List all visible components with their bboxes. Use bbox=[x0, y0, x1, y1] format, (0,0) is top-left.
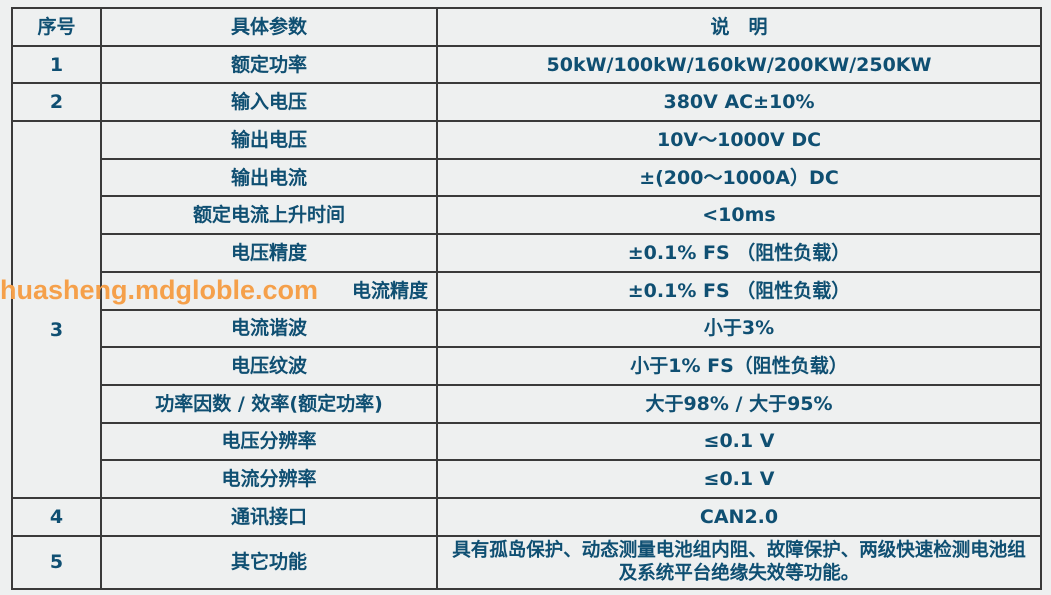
watermark: huasheng.mdgloble.com bbox=[0, 275, 319, 305]
row-no: 1 bbox=[11, 44, 102, 85]
row-desc: ±(200～1000A）DC bbox=[436, 157, 1042, 198]
table-row: 电流精度 ±0.1% FS （阻性负载） bbox=[12, 270, 1042, 311]
row-param: 电压精度 bbox=[100, 233, 438, 273]
row-no: 4 bbox=[11, 496, 102, 537]
table-row: 电流谐波 小于3% bbox=[12, 308, 1042, 349]
table-row: 1 额定功率 50kW/100kW/160kW/200KW/250KW bbox=[11, 44, 1042, 85]
row-desc: 10V～1000V DC bbox=[436, 120, 1042, 160]
row-param: 输出电流 bbox=[100, 157, 438, 198]
row-param: 输入电压 bbox=[100, 82, 438, 123]
table-row: 3 输出电压 10V～1000V DC bbox=[11, 120, 1042, 499]
row-no: 2 bbox=[11, 82, 102, 123]
row-desc: 380V AC±10% bbox=[436, 82, 1042, 123]
table-row: 额定电流上升时间 <10ms bbox=[12, 195, 1042, 236]
row-param: 电流谐波 bbox=[100, 308, 438, 349]
table-row: 5 其它功能 具有孤岛保护、动态测量电池组内阻、故障保护、两级快速检测电池组及系… bbox=[11, 534, 1042, 590]
table-row: 输出电流 ±(200～1000A）DC bbox=[12, 157, 1042, 198]
table-row: 电流分辨率 ≤0.1 V bbox=[12, 459, 1042, 499]
row-desc: 小于1% FS（阻性负载） bbox=[436, 346, 1042, 386]
table-header: 序号 具体参数 说 明 bbox=[11, 7, 1042, 47]
row-desc: 大于98% / 大于95% bbox=[436, 383, 1042, 424]
row-no: 3 bbox=[11, 120, 102, 499]
row-no: 5 bbox=[11, 534, 102, 590]
row-desc: 小于3% bbox=[436, 308, 1042, 349]
row-desc: ±0.1% FS （阻性负载） bbox=[436, 233, 1042, 273]
spec-table: 序号 具体参数 说 明 1 额定功率 50kW/100kW/160kW/200K… bbox=[11, 7, 1042, 590]
row-param: 功率因数 / 效率(额定功率) bbox=[100, 383, 438, 424]
row-desc: 具有孤岛保护、动态测量电池组内阻、故障保护、两级快速检测电池组及系统平台绝缘失效… bbox=[436, 534, 1042, 590]
table-row: 电压分辨率 ≤0.1 V bbox=[12, 421, 1042, 462]
row-desc: ≤0.1 V bbox=[436, 459, 1042, 499]
row-desc: ±0.1% FS （阻性负载） bbox=[436, 270, 1042, 311]
row-desc: ≤0.1 V bbox=[436, 421, 1042, 462]
row-param: 其它功能 bbox=[100, 534, 438, 590]
row-param: 电流精度 bbox=[100, 270, 438, 311]
table-row: 电压精度 ±0.1% FS （阻性负载） bbox=[12, 233, 1042, 273]
header-desc: 说 明 bbox=[436, 7, 1042, 47]
header-param: 具体参数 bbox=[100, 7, 438, 47]
row-desc: 50kW/100kW/160kW/200KW/250KW bbox=[436, 44, 1042, 85]
row-param: 通讯接口 bbox=[100, 496, 438, 537]
row-desc: <10ms bbox=[436, 195, 1042, 236]
row-param: 额定电流上升时间 bbox=[100, 195, 438, 236]
row-param: 电压分辨率 bbox=[100, 421, 438, 462]
row-param: 输出电压 bbox=[100, 120, 438, 160]
row-param: 电流分辨率 bbox=[100, 459, 438, 499]
row-desc: CAN2.0 bbox=[436, 496, 1042, 537]
table-row: 2 输入电压 380V AC±10% bbox=[11, 82, 1042, 123]
table-row: 电压纹波 小于1% FS（阻性负载） bbox=[12, 346, 1042, 386]
table-row: 功率因数 / 效率(额定功率) 大于98% / 大于95% bbox=[12, 383, 1042, 424]
table-row: 4 通讯接口 CAN2.0 bbox=[11, 496, 1042, 537]
header-no: 序号 bbox=[11, 7, 102, 47]
row-param: 电压纹波 bbox=[100, 346, 438, 386]
row-param: 额定功率 bbox=[100, 44, 438, 85]
